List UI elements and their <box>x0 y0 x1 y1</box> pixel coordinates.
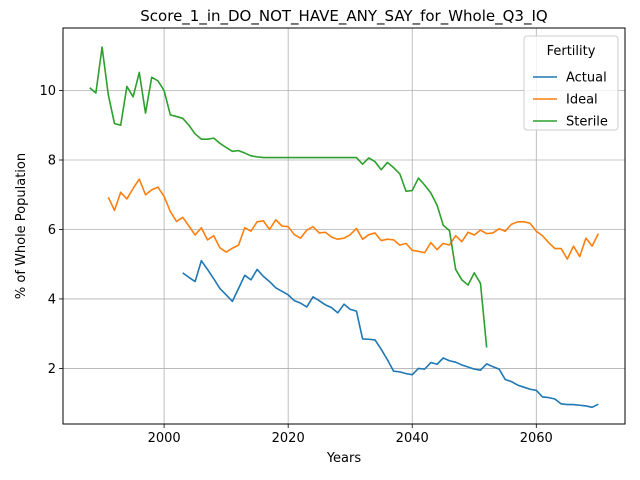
legend: Fertility Actual Ideal Sterile <box>524 36 618 130</box>
x-axis-label: Years <box>326 451 362 466</box>
y-axis-label: % of Whole Population <box>14 153 29 299</box>
y-tick-label: 10 <box>39 84 56 99</box>
y-tick-label: 2 <box>48 362 56 377</box>
chart-title: Score_1_in_DO_NOT_HAVE_ANY_SAY_for_Whole… <box>140 7 547 26</box>
legend-label-sterile: Sterile <box>566 115 608 130</box>
y-tick-label: 4 <box>48 292 56 307</box>
x-tick-label: 2020 <box>272 431 305 446</box>
x-tick-label: 2000 <box>148 431 181 446</box>
legend-label-ideal: Ideal <box>566 93 598 108</box>
x-tick-label: 2040 <box>396 431 429 446</box>
x-tick-label: 2060 <box>520 431 553 446</box>
legend-title: Fertility <box>547 44 596 59</box>
y-tick-label: 6 <box>48 223 56 238</box>
legend-label-actual: Actual <box>566 71 607 86</box>
y-tick-label: 8 <box>48 154 56 169</box>
